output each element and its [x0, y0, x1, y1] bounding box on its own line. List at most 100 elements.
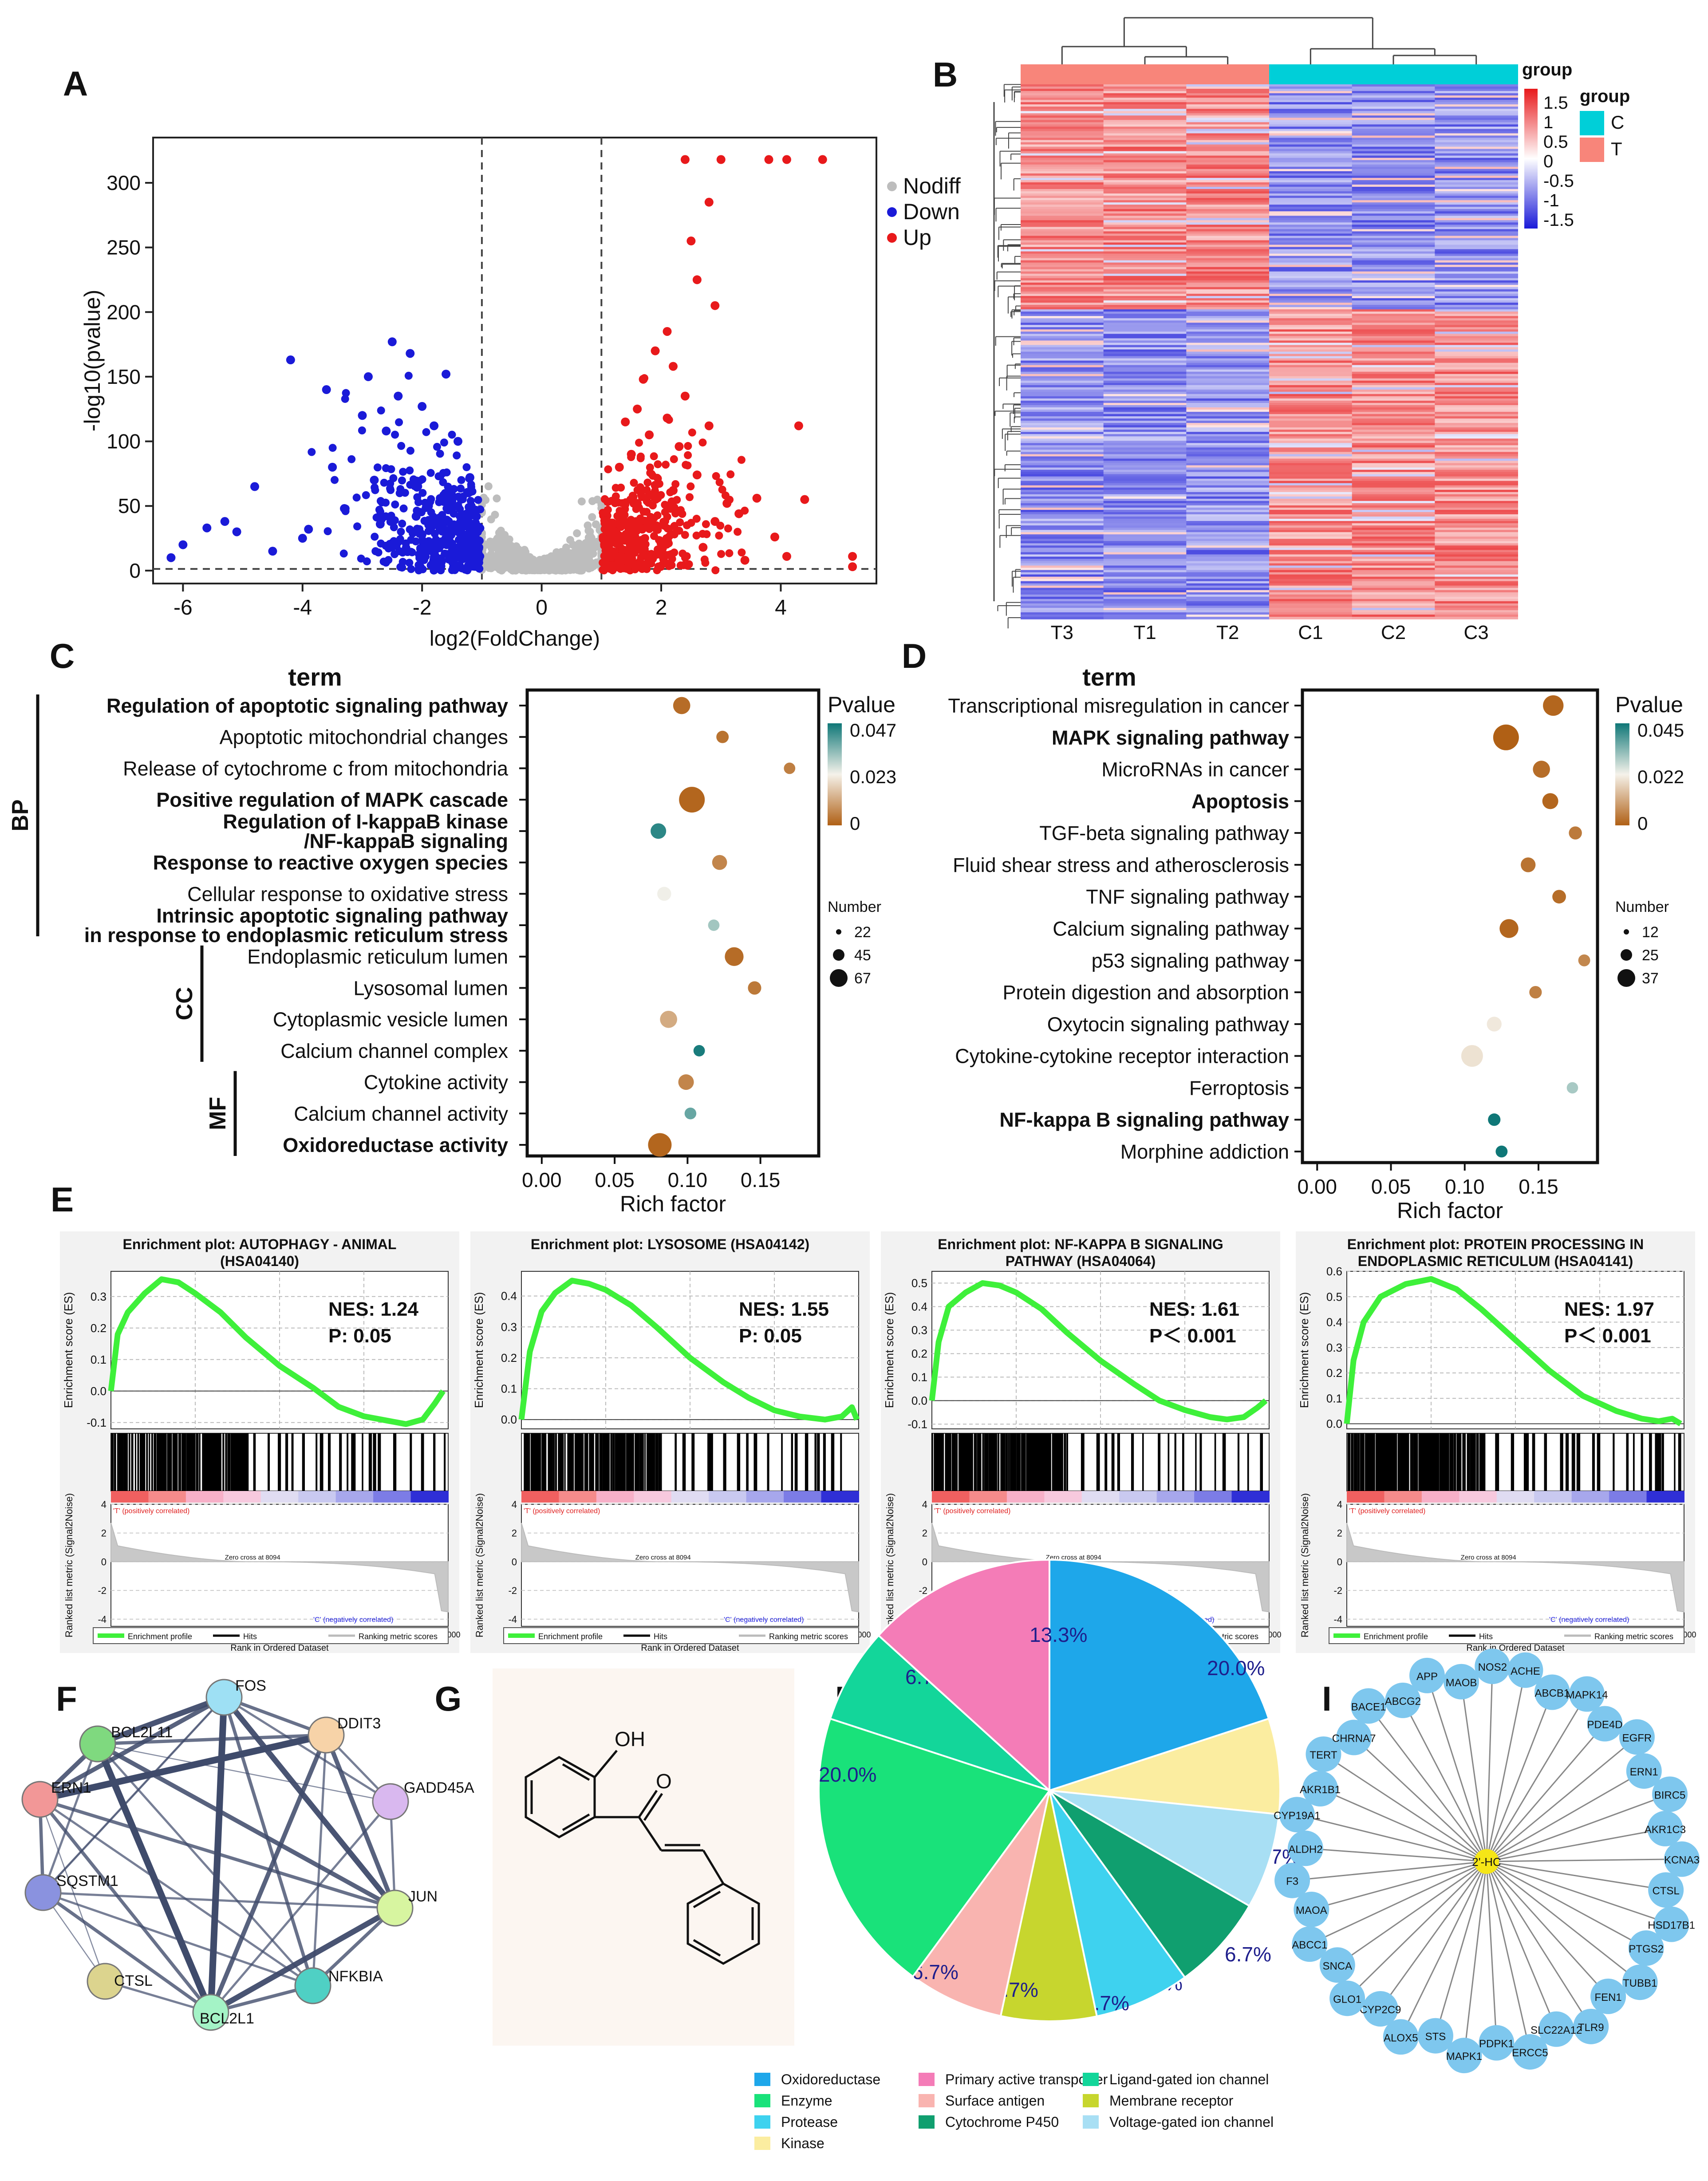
heatmap-cell: [1435, 122, 1518, 125]
heatmap-cell: [1269, 365, 1353, 368]
heatmap-cell: [1352, 247, 1436, 250]
heatmap-cell: [1103, 425, 1187, 428]
rank-color-strip: [1534, 1491, 1572, 1503]
heatmap-cell: [1021, 189, 1104, 192]
heatmap-cell: [1435, 186, 1518, 189]
target-node: [1573, 2008, 1609, 2044]
heatmap-cell: [1186, 89, 1270, 91]
heatmap-cell: [1103, 410, 1187, 412]
heatmap-cell: [1352, 166, 1436, 170]
heatmap-cell: [1352, 336, 1436, 339]
heatmap-cell: [1269, 501, 1353, 504]
heatmap-cell: [1021, 273, 1104, 276]
heatmap-cell: [1103, 476, 1187, 479]
heatmap-cell: [1352, 260, 1436, 263]
heatmap-cell: [1103, 492, 1187, 495]
heatmap-cell: [1103, 253, 1187, 256]
heatmap-cell: [1103, 418, 1187, 421]
heatmap-cell: [1435, 554, 1518, 557]
heatmap-cell: [1103, 186, 1187, 189]
heatmap-cell: [1186, 447, 1270, 450]
heatmap-cell: [1352, 280, 1436, 283]
volcano-point-up: [631, 565, 639, 574]
heatmap-cell: [1103, 345, 1187, 348]
heatmap-cell: [1103, 590, 1187, 593]
heatmap-cell: [1435, 354, 1518, 357]
panel-letter-f: F: [56, 1679, 77, 1718]
metric-tick-label: -4: [508, 1614, 517, 1625]
panel-h-pie: 20.0%6.7%6.7%6.7%6.7%6.7%6.7%20.0%6.7%13…: [754, 1558, 1300, 2151]
network-edge: [39, 1695, 225, 1802]
network-node: [205, 1679, 243, 1716]
heatmap-cell: [1103, 612, 1187, 615]
bubble-point: [693, 1045, 705, 1057]
heatmap-cell: [1435, 146, 1518, 150]
heatmap-cell: [1352, 485, 1436, 488]
panel-f-ppi-network: FOSDDIT3GADD45AJUNNFKBIABCL2L1CTSLSQSTM1…: [21, 1677, 474, 2031]
heatmap-cell: [1269, 213, 1353, 217]
heatmap-cell: [1186, 216, 1270, 219]
heatmap-cell: [1435, 572, 1518, 575]
heatmap-cell: [1186, 574, 1270, 577]
volcano-point-down: [411, 512, 421, 521]
heatmap-column-label: C3: [1464, 622, 1489, 643]
heatmap-cell: [1186, 336, 1270, 339]
heatmap-cell: [1021, 402, 1104, 406]
bubble-point: [1578, 954, 1590, 966]
heatmap-cell: [1435, 104, 1518, 107]
volcano-point-up: [663, 414, 672, 423]
heatmap-cell: [1269, 374, 1353, 377]
ring-double-bond: [693, 1939, 721, 1957]
heatmap-cell: [1269, 607, 1353, 611]
heatmap-cell: [1021, 418, 1104, 421]
heatmap-cell: [1186, 550, 1270, 553]
heatmap-cell: [1352, 369, 1436, 372]
network-edge: [1311, 1861, 1487, 1910]
heatmap-cell: [1021, 389, 1104, 392]
heatmap-cell: [1269, 523, 1353, 526]
heatmap-cell: [1021, 601, 1104, 604]
heatmap-cell: [1352, 545, 1436, 548]
heatmap-cell: [1435, 213, 1518, 217]
volcano-point-up: [710, 301, 720, 310]
volcano-point-up: [607, 552, 615, 560]
heatmap-cell: [1021, 503, 1104, 506]
heatmap-cell: [1021, 507, 1104, 510]
volcano-point-nodiff: [560, 565, 568, 573]
heatmap-cell: [1103, 122, 1187, 125]
heatmap-cell: [1435, 196, 1518, 198]
pie-legend-swatch: [919, 2073, 935, 2086]
heatmap-cell: [1103, 278, 1187, 281]
volcano-point-down: [376, 508, 384, 516]
heatmap-cell: [1103, 514, 1187, 517]
heatmap-cell: [1021, 303, 1104, 305]
heatmap-cell: [1021, 400, 1104, 403]
heatmap-cell: [1269, 438, 1353, 442]
heatmap-cell: [1435, 474, 1518, 477]
heatmap-cell: [1103, 242, 1187, 245]
heatmap-cell: [1103, 175, 1187, 178]
heatmap-cell: [1186, 318, 1270, 321]
es-tick-label: -0.1: [87, 1416, 107, 1429]
heatmap-cell: [1435, 476, 1518, 479]
heatmap-cell: [1435, 200, 1518, 203]
heatmap-cell: [1186, 229, 1270, 232]
heatmap-cell: [1103, 202, 1187, 205]
volcano-point-down: [405, 559, 414, 567]
heatmap-cell: [1269, 312, 1353, 314]
heatmap-cell: [1186, 155, 1270, 158]
heatmap-cell: [1269, 182, 1353, 185]
bond: [702, 1850, 725, 1885]
heatmap-cell: [1269, 249, 1353, 252]
heatmap-cell: [1352, 242, 1436, 245]
pie-legend-swatch: [1083, 2073, 1099, 2086]
heatmap-cell: [1021, 264, 1104, 268]
heatmap-cell: [1103, 269, 1187, 272]
panel-a-volcano: -6 -4 -2 0 2 4050100150200250300log2(FoldChan…: [80, 137, 961, 651]
heatmap-cell: [1021, 209, 1104, 212]
heatmap-cell: [1352, 205, 1436, 207]
heatmap-cell: [1021, 539, 1104, 542]
heatmap-cell: [1352, 389, 1436, 392]
volcano-point-up: [698, 543, 708, 552]
molecule-background: [493, 1668, 794, 2046]
